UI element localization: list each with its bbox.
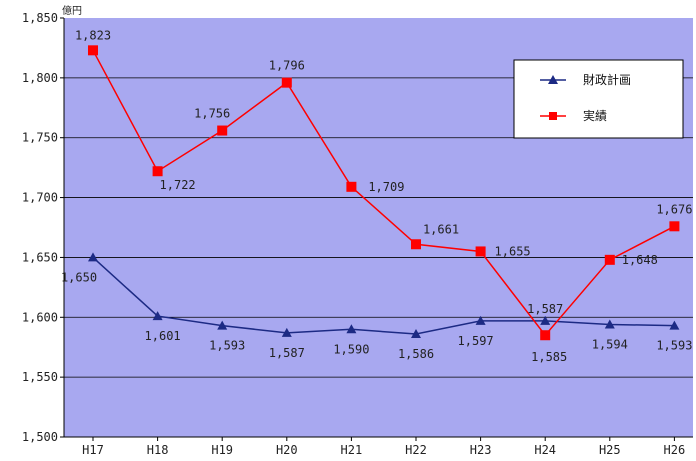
y-axis: 1,500 1,550 1,600 1,650 1,700 1,750 1,800 1,850 xyxy=(22,11,65,444)
series-0-point xyxy=(217,320,228,330)
x-tick-label: H18 xyxy=(147,443,169,457)
data-label: 1,823 xyxy=(75,28,111,42)
series-0-point xyxy=(346,324,357,334)
x-axis: H17 H18 H19 H20 H21 H22 H23 H24 H25 H26 xyxy=(64,436,693,457)
data-labels-layer: 1,650 1,601 1,593 1,587 1,590 1,586 1,597 1,594… xyxy=(61,28,693,364)
legend-label-plan: 財政計画 xyxy=(583,72,631,87)
data-label: 1,796 xyxy=(269,59,305,73)
series-1-point xyxy=(88,45,98,56)
series-0-point xyxy=(152,311,163,321)
data-label: 1,756 xyxy=(194,107,230,121)
data-label: 1,661 xyxy=(423,222,459,236)
data-label: 1,586 xyxy=(398,347,434,361)
series-0-point xyxy=(475,315,486,325)
legend-marker-plan xyxy=(548,75,558,84)
series-0-point xyxy=(604,319,615,329)
legend-marker-actual xyxy=(549,112,557,120)
series-0-point xyxy=(669,320,680,330)
x-tick-label: H21 xyxy=(341,443,363,457)
series-line-0 xyxy=(92,256,675,335)
data-label: 1,655 xyxy=(495,244,531,258)
x-tick-label: H17 xyxy=(82,443,104,457)
series-1-point xyxy=(669,221,680,232)
series-1-point xyxy=(411,239,421,250)
data-label: 1,650 xyxy=(61,270,97,284)
y-tick-label: 1,650 xyxy=(22,250,58,264)
data-label: 1,590 xyxy=(333,342,369,356)
x-tick-label: H26 xyxy=(664,443,686,457)
series-0-point xyxy=(281,327,292,337)
y-tick-label: 1,750 xyxy=(22,131,58,145)
x-tick-label: H24 xyxy=(534,443,556,457)
series-1-point xyxy=(217,125,228,136)
legend-box xyxy=(513,59,684,139)
data-label: 1,594 xyxy=(592,337,628,351)
x-tick-label: H25 xyxy=(599,443,621,457)
data-label: 1,587 xyxy=(269,346,305,360)
data-label: 1,585 xyxy=(531,350,567,364)
y-tick-label: 1,500 xyxy=(22,430,58,444)
y-tick-label: 1,700 xyxy=(22,191,58,205)
data-label: 1,587 xyxy=(527,302,563,316)
legend: 財政計画 実績 xyxy=(513,59,684,139)
y-tick-label: 1,850 xyxy=(22,11,58,25)
x-tick-label: H22 xyxy=(405,443,427,457)
data-label: 1,593 xyxy=(656,339,692,353)
data-label: 1,597 xyxy=(458,334,494,348)
x-tick-label: H19 xyxy=(211,443,233,457)
series-1-point xyxy=(540,330,551,341)
data-label: 1,648 xyxy=(622,253,658,267)
series-1-point xyxy=(281,77,292,88)
series-layer xyxy=(88,45,680,341)
series-line-1 xyxy=(92,49,675,337)
series-0-point xyxy=(88,252,98,262)
data-label: 1,709 xyxy=(368,180,404,194)
y-tick-label: 1,800 xyxy=(22,71,58,85)
y-tick-label: 1,550 xyxy=(22,370,58,384)
data-label: 1,676 xyxy=(656,202,692,216)
series-0-point xyxy=(411,329,421,339)
series-1-point xyxy=(152,166,163,177)
data-label: 1,593 xyxy=(209,339,245,353)
series-1-point xyxy=(604,254,615,265)
data-label: 1,722 xyxy=(160,178,196,192)
y-tick-label: 1,600 xyxy=(22,310,58,324)
series-0-point xyxy=(540,315,551,325)
legend-label-actual: 実績 xyxy=(583,108,607,123)
y-unit-label: 億円 xyxy=(62,4,82,17)
x-tick-label: H20 xyxy=(276,443,298,457)
data-label: 1,601 xyxy=(145,329,181,343)
series-1-point xyxy=(475,246,486,257)
x-tick-label: H23 xyxy=(470,443,492,457)
series-1-point xyxy=(346,181,357,192)
